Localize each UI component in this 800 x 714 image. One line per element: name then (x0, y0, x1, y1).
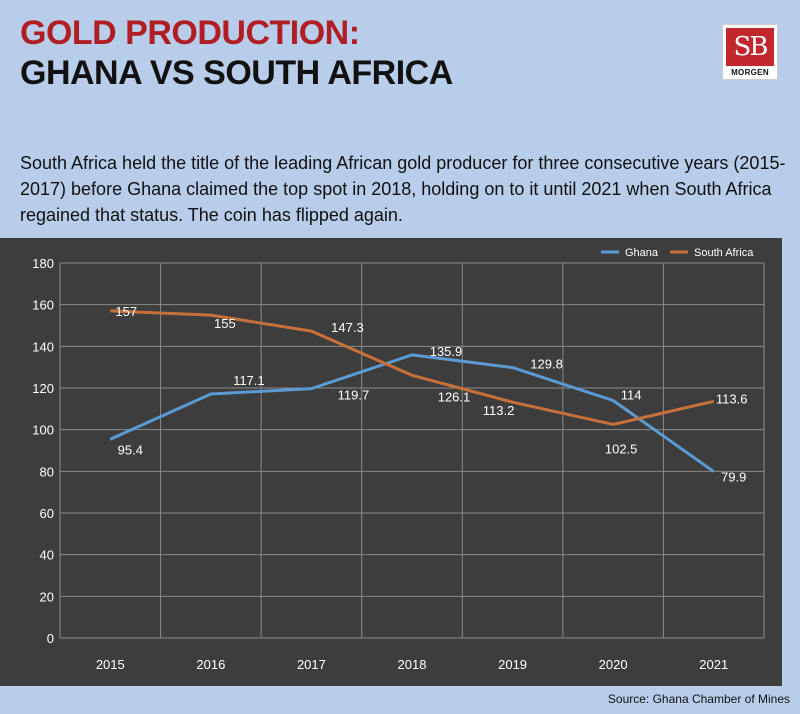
x-tick-label: 2015 (96, 657, 125, 672)
south-africa-data-label: 113.6 (716, 391, 748, 406)
y-tick-label: 80 (40, 464, 54, 479)
south-africa-legend-label: South Africa (694, 247, 754, 259)
x-tick-label: 2021 (699, 657, 728, 672)
y-tick-label: 20 (40, 589, 54, 604)
south-africa-data-label: 126.1 (438, 389, 471, 404)
logo-initials: SB (726, 28, 774, 66)
y-tick-label: 40 (40, 548, 54, 563)
y-tick-label: 160 (32, 298, 54, 313)
south-africa-data-label: 157 (115, 304, 137, 319)
ghana-data-label: 95.4 (118, 442, 143, 457)
ghana-data-label: 119.7 (338, 388, 370, 403)
south-africa-series-line (110, 309, 715, 426)
south-africa-data-label: 155 (214, 316, 236, 331)
y-tick-label: 0 (47, 631, 54, 646)
line-chart: 0 20 40 60 80 100 120 140 160 180 2015 2016 2017 2018… (32, 247, 765, 672)
x-tick-label: 2018 (398, 657, 427, 672)
ghana-data-label: 79.9 (721, 470, 746, 485)
title-line-1: GOLD PRODUCTION: (20, 14, 360, 52)
south-africa-data-label: 113.2 (483, 403, 515, 418)
ghana-data-label: 135.9 (430, 344, 463, 359)
y-tick-label: 140 (32, 339, 54, 354)
ghana-series-line (109, 353, 715, 473)
ghana-legend-label: Ghana (625, 247, 659, 259)
source-note: Source: Ghana Chamber of Mines (607, 692, 790, 706)
x-tick-label: 2019 (498, 657, 527, 672)
y-tick-label: 100 (32, 423, 54, 438)
x-tick-label: 2016 (196, 657, 225, 672)
ghana-data-label: 114 (621, 388, 642, 403)
chart-panel: 0 20 40 60 80 100 120 140 160 180 2015 2016 2017 2018… (0, 238, 782, 686)
ghana-data-label: 117.1 (233, 373, 265, 388)
ghana-data-label: 129.8 (530, 357, 563, 372)
y-tick-label: 120 (32, 381, 54, 396)
x-tick-label: 2017 (297, 657, 326, 672)
sb-morgen-logo: SB MORGEN (722, 24, 778, 80)
south-africa-data-label: 147.3 (331, 320, 364, 335)
y-tick-label: 180 (32, 256, 54, 271)
chart-description: South Africa held the title of the leadi… (20, 153, 786, 225)
title-line-2: GHANA VS SOUTH AFRICA (20, 54, 453, 92)
y-tick-label: 60 (40, 506, 54, 521)
x-tick-label: 2020 (599, 657, 628, 672)
logo-name: MORGEN (731, 68, 769, 77)
south-africa-data-label: 102.5 (605, 441, 638, 456)
